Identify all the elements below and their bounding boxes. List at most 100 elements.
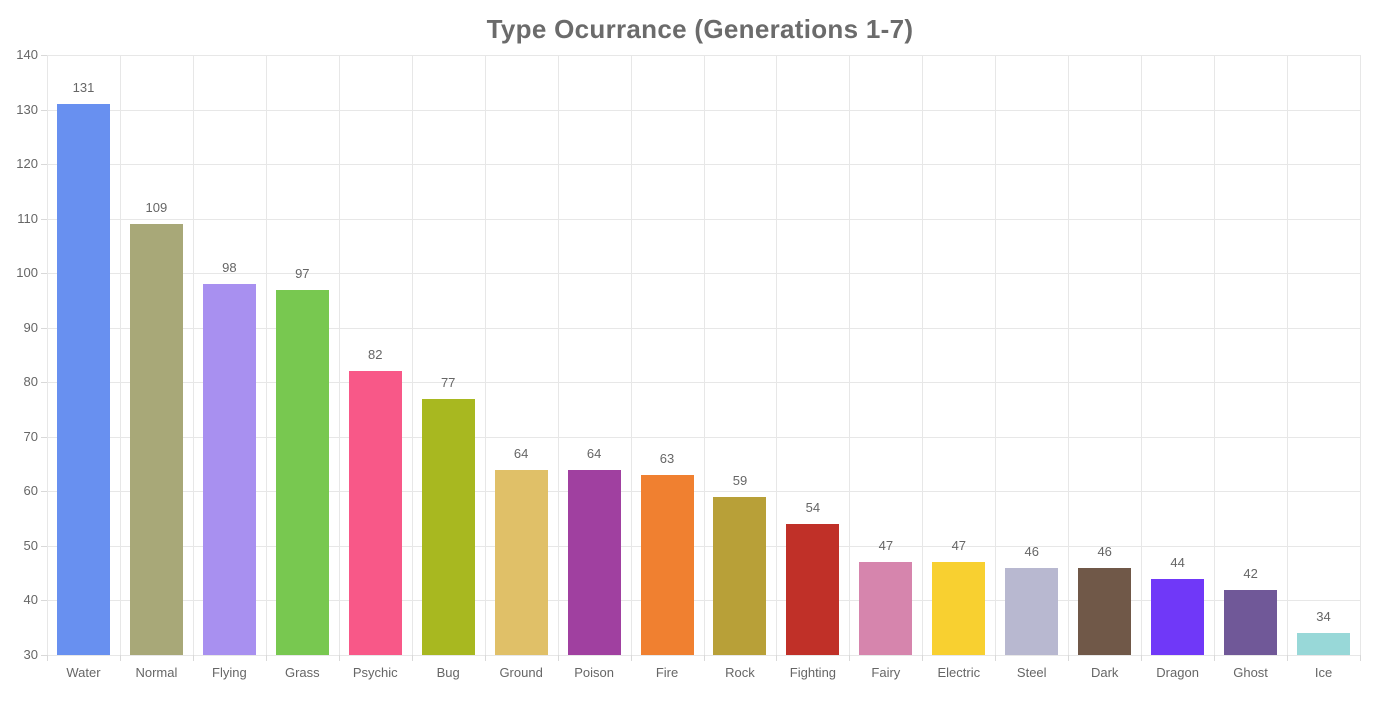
- y-axis-tick: [41, 491, 47, 493]
- x-axis-tick-label: Grass: [284, 665, 320, 680]
- x-axis-tick: [703, 655, 705, 661]
- y-axis-tick-label: 100: [16, 265, 38, 281]
- x-axis-tick: [119, 655, 121, 661]
- bar-normal[interactable]: [129, 224, 183, 655]
- y-axis-tick-label: 130: [16, 101, 38, 117]
- bar-grass[interactable]: [275, 289, 329, 655]
- bar-rock[interactable]: [713, 496, 767, 655]
- x-axis-tick: [1287, 655, 1289, 661]
- y-axis-tick-label: 80: [23, 374, 38, 390]
- bar-ghost[interactable]: [1224, 589, 1278, 655]
- bar-value-label: 109: [145, 200, 168, 216]
- x-axis-tick: [484, 655, 486, 661]
- gridline-vertical: [776, 55, 778, 655]
- x-axis-tick-label: Electric: [937, 665, 981, 680]
- bar-value-label: 42: [1243, 565, 1258, 581]
- x-axis-tick-label: Poison: [574, 665, 614, 680]
- gridline-vertical: [630, 55, 632, 655]
- bar-electric[interactable]: [932, 562, 986, 655]
- x-axis-tick: [1141, 655, 1143, 661]
- bar-value-label: 63: [659, 451, 675, 466]
- x-axis-tick: [922, 655, 924, 661]
- x-axis-tick: [47, 655, 48, 661]
- bar-value-label: 47: [878, 538, 894, 554]
- y-axis-tick: [41, 600, 47, 602]
- x-axis-tick: [630, 655, 632, 661]
- x-axis-tick-label: Flying: [212, 665, 247, 680]
- x-axis-tick-label: Rock: [725, 665, 755, 680]
- x-axis-tick: [995, 655, 997, 661]
- x-axis-tick: [849, 655, 851, 661]
- x-axis-tick-label: Steel: [1016, 665, 1047, 680]
- bar-value-label: 131: [72, 80, 95, 96]
- bar-fairy[interactable]: [859, 562, 913, 655]
- bar-value-label: 47: [951, 538, 967, 554]
- gridline-vertical: [1141, 55, 1143, 655]
- x-axis-tick-label: Water: [66, 665, 101, 680]
- gridline-vertical: [265, 55, 267, 655]
- x-axis-tick: [338, 655, 340, 661]
- x-axis-tick: [192, 655, 194, 661]
- gridline-vertical: [338, 55, 340, 655]
- x-axis-tick-label: Psychic: [352, 665, 398, 680]
- bar-poison[interactable]: [567, 469, 621, 655]
- y-axis-tick-label: 30: [23, 647, 38, 662]
- gridline-vertical: [849, 55, 851, 655]
- y-axis-tick: [41, 545, 47, 547]
- x-axis-tick: [1068, 655, 1070, 661]
- x-axis-tick: [1214, 655, 1216, 661]
- bar-value-label: 59: [732, 472, 748, 488]
- bar-value-label: 46: [1024, 543, 1039, 559]
- x-axis-tick-label: Normal: [135, 665, 178, 680]
- bar-psychic[interactable]: [348, 371, 402, 655]
- chart-title: Type Ocurrance (Generations 1-7): [486, 14, 914, 44]
- bar-dark[interactable]: [1078, 567, 1132, 655]
- gridline-vertical: [1068, 55, 1070, 655]
- y-axis-tick: [41, 655, 47, 656]
- gridline-vertical: [411, 55, 413, 655]
- y-axis-tick: [41, 109, 47, 111]
- y-axis-tick: [41, 327, 47, 329]
- bar-flying[interactable]: [202, 284, 256, 655]
- bar-water[interactable]: [56, 104, 110, 655]
- y-axis-tick: [41, 218, 47, 220]
- y-axis-tick: [41, 382, 47, 384]
- gridline-vertical: [192, 55, 194, 655]
- x-axis-tick-label: Fire: [655, 665, 679, 680]
- y-axis-tick-label: 70: [23, 428, 38, 444]
- x-axis-tick: [411, 655, 413, 661]
- y-axis-tick-label: 60: [23, 483, 38, 499]
- x-axis-tick-label: Ghost: [1233, 665, 1268, 680]
- y-axis-tick: [41, 273, 47, 275]
- bar-value-label: 98: [222, 260, 237, 276]
- gridline-vertical: [484, 55, 486, 655]
- y-axis-tick-label: 120: [16, 156, 38, 172]
- bar-value-label: 34: [1316, 609, 1331, 625]
- bar-value-label: 54: [805, 500, 821, 516]
- bar-value-label: 97: [295, 265, 310, 281]
- gridline-vertical: [1214, 55, 1216, 655]
- x-axis-tick-label: Fairy: [871, 665, 901, 680]
- gridline-vertical: [119, 55, 121, 655]
- x-axis-tick: [557, 655, 559, 661]
- gridline-vertical: [922, 55, 924, 655]
- bar-ground[interactable]: [494, 469, 548, 655]
- gridline-vertical: [995, 55, 997, 655]
- bar-fighting[interactable]: [786, 524, 840, 655]
- bar-bug[interactable]: [421, 398, 475, 655]
- bar-ice[interactable]: [1297, 633, 1351, 655]
- x-axis-tick-label: Ground: [499, 665, 543, 680]
- gridline-vertical: [1360, 55, 1361, 655]
- x-axis-tick: [265, 655, 267, 661]
- bar-dragon[interactable]: [1151, 578, 1205, 655]
- y-axis-tick-label: 90: [23, 319, 38, 335]
- y-axis-tick: [41, 164, 47, 166]
- y-axis-tick-label: 110: [17, 210, 38, 226]
- bar-value-label: 77: [440, 374, 456, 390]
- bar-value-label: 82: [368, 347, 383, 363]
- bar-fire[interactable]: [640, 475, 694, 655]
- bar-steel[interactable]: [1005, 567, 1059, 655]
- x-axis-tick-label: Fighting: [789, 665, 837, 680]
- bar-value-label: 64: [513, 445, 529, 461]
